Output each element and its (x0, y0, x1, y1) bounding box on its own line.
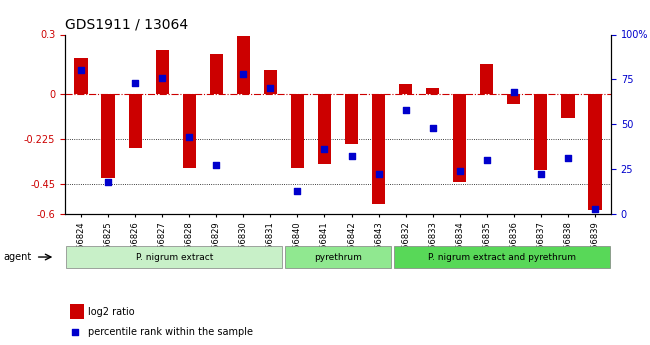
Bar (534, 94, 547, 170)
Bar (209, 55, 223, 94)
Point (265, 86, 276, 91)
Bar (75, 58, 88, 94)
Point (400, 107, 411, 112)
Point (70, 330, 80, 335)
Point (211, 163, 222, 168)
Text: P. nigrum extract: P. nigrum extract (135, 253, 213, 262)
Point (590, 206, 600, 211)
FancyBboxPatch shape (394, 246, 610, 268)
Bar (291, 94, 304, 168)
Bar (507, 94, 521, 104)
Bar (399, 84, 412, 94)
Point (238, 71, 248, 77)
Point (157, 75, 168, 80)
Bar (155, 50, 169, 94)
Bar (129, 94, 142, 148)
Point (292, 188, 303, 193)
Bar (70, 304, 84, 319)
Bar (183, 94, 196, 168)
Bar (101, 94, 115, 178)
Bar (264, 70, 277, 94)
Point (76, 68, 86, 73)
Bar (318, 94, 332, 164)
Point (428, 125, 438, 130)
Point (562, 156, 573, 161)
Bar (480, 65, 493, 94)
Point (373, 172, 384, 177)
Bar (344, 94, 358, 144)
Point (346, 154, 357, 159)
Text: log2 ratio: log2 ratio (88, 307, 135, 317)
Point (184, 134, 194, 139)
Text: GDS1911 / 13064: GDS1911 / 13064 (65, 18, 188, 32)
FancyBboxPatch shape (285, 246, 391, 268)
Bar (561, 94, 575, 118)
Point (536, 172, 546, 177)
FancyBboxPatch shape (66, 246, 282, 268)
Text: pyrethrum: pyrethrum (314, 253, 362, 262)
Point (130, 80, 140, 86)
Bar (372, 94, 385, 204)
Text: agent: agent (3, 252, 31, 262)
Bar (588, 94, 601, 210)
Text: P. nigrum extract and pyrethrum: P. nigrum extract and pyrethrum (428, 253, 576, 262)
Point (508, 89, 519, 95)
Point (482, 157, 492, 163)
Point (103, 179, 114, 184)
Text: percentile rank within the sample: percentile rank within the sample (88, 327, 253, 337)
Bar (237, 37, 250, 94)
Point (319, 147, 330, 152)
Bar (426, 88, 439, 94)
Bar (453, 94, 467, 182)
Point (454, 168, 465, 174)
